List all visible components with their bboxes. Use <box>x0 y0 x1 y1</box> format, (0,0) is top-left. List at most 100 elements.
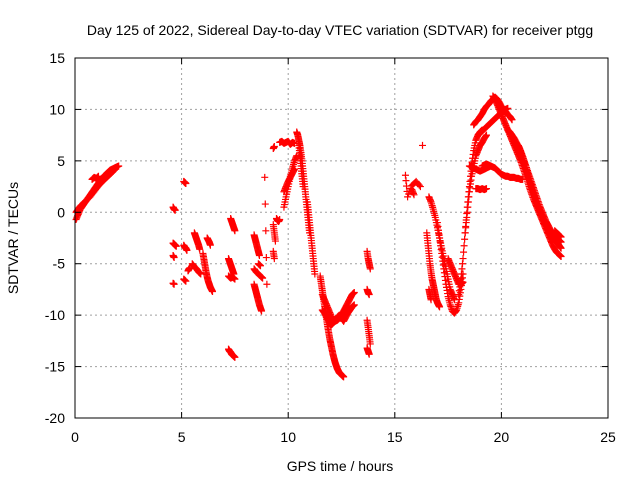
data-point <box>172 242 180 250</box>
series-arc-59 <box>514 141 565 252</box>
data-point <box>270 255 278 263</box>
data-point <box>170 280 178 288</box>
data-point <box>231 353 239 361</box>
data-point <box>410 191 418 199</box>
data-point <box>231 227 239 235</box>
data-point <box>557 233 565 241</box>
data-point <box>182 179 190 187</box>
data-point <box>416 183 424 191</box>
series-arc-40 <box>363 316 374 348</box>
data-points <box>72 92 565 381</box>
series-arc-04 <box>169 203 179 214</box>
data-point <box>461 235 469 243</box>
series-arc-47 <box>425 285 435 304</box>
y-tick-label: 5 <box>57 153 65 169</box>
data-point <box>366 340 374 348</box>
data-point <box>366 265 374 273</box>
y-tick-label: 10 <box>49 101 65 117</box>
data-point <box>206 241 214 249</box>
data-point <box>261 200 269 208</box>
series-arc-13 <box>188 260 205 278</box>
data-point <box>365 350 373 358</box>
data-point <box>460 248 468 256</box>
data-point <box>271 237 279 245</box>
data-point <box>255 251 263 259</box>
data-point <box>256 262 264 270</box>
y-axis-label: SDTVAR / TECUs <box>5 182 21 294</box>
series-arc-11 <box>180 275 190 285</box>
series-arc-33 <box>303 198 319 278</box>
data-point <box>460 242 468 250</box>
series-arc-27 <box>272 214 284 226</box>
series-arc-34 <box>295 141 307 191</box>
data-point <box>183 246 191 254</box>
data-point <box>182 277 190 285</box>
data-point <box>209 287 217 295</box>
series-arc-20 <box>250 231 263 259</box>
data-point <box>263 280 271 288</box>
series-arc-25 <box>269 221 279 245</box>
x-tick-label: 15 <box>387 429 403 445</box>
series-arc-46 <box>423 229 444 311</box>
data-point <box>504 104 512 112</box>
series-arc-18 <box>225 272 239 283</box>
data-point <box>436 303 444 311</box>
series-arc-15 <box>199 249 217 295</box>
x-tick-label: 5 <box>178 429 186 445</box>
series-arc-05 <box>169 239 180 250</box>
y-tick-label: 15 <box>49 50 65 66</box>
y-tick-label: 0 <box>57 204 65 220</box>
plot-frame <box>74 57 609 419</box>
data-point <box>482 131 490 139</box>
data-point <box>94 172 102 180</box>
series-arc-26 <box>269 247 278 263</box>
data-point <box>259 274 267 282</box>
data-point <box>110 166 118 174</box>
data-point <box>270 142 278 150</box>
series-arc-55 <box>472 185 490 194</box>
series-arc-28 <box>276 137 299 148</box>
series-arc-07 <box>169 279 178 288</box>
data-point <box>262 227 270 235</box>
data-point <box>482 185 490 193</box>
data-point <box>557 253 565 261</box>
data-point <box>415 181 423 189</box>
data-point <box>261 173 269 181</box>
series-arc-37 <box>318 301 358 329</box>
data-point <box>258 307 266 315</box>
data-point <box>231 275 239 283</box>
x-axis-label: GPS time / hours <box>287 458 394 474</box>
data-point <box>262 254 270 262</box>
series-arc-06 <box>169 251 178 262</box>
data-point <box>340 373 348 381</box>
data-point <box>112 165 120 173</box>
data-point <box>508 116 516 124</box>
series-arc-03 <box>88 172 102 183</box>
y-tick-label: -15 <box>45 359 65 375</box>
series-arc-43 <box>408 186 418 199</box>
chart-title: Day 125 of 2022, Sidereal Day-to-day VTE… <box>87 22 593 38</box>
data-point <box>170 254 178 262</box>
series-arc-08 <box>180 177 190 187</box>
data-point <box>197 270 205 278</box>
data-point <box>419 141 427 149</box>
series-arc-21 <box>250 265 267 282</box>
series-arc-24 <box>261 173 271 288</box>
series-arc-38 <box>363 247 374 273</box>
series-arc-41 <box>363 344 373 358</box>
data-point <box>299 183 307 191</box>
series-arc-19 <box>227 214 239 235</box>
series-arc-16 <box>225 345 239 361</box>
x-tick-label: 0 <box>71 429 79 445</box>
series-arc-22 <box>250 280 266 315</box>
data-point <box>115 162 123 170</box>
data-point <box>311 270 319 278</box>
data-point <box>196 245 204 253</box>
axis-ticks: 0 5 10 15 20 25 15 10 5 0 -5 -10 -15 -20 <box>45 50 616 445</box>
data-point <box>350 289 358 297</box>
series-arc-12 <box>190 229 204 253</box>
series-arc-23 <box>254 260 264 270</box>
series-arc-44 <box>419 141 427 149</box>
